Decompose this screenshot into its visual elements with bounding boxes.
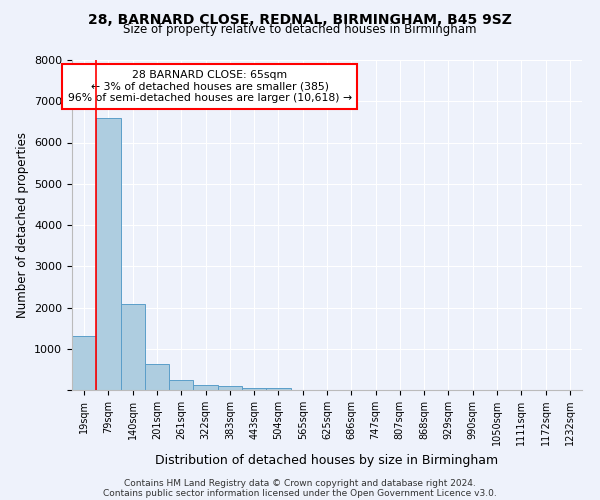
Bar [72, 336, 96, 390]
Bar [96, 118, 121, 390]
Text: Contains public sector information licensed under the Open Government Licence v3: Contains public sector information licen… [103, 488, 497, 498]
Bar [193, 384, 218, 390]
Bar [121, 304, 145, 390]
Bar [145, 364, 169, 390]
Bar [266, 388, 290, 390]
Text: 28 BARNARD CLOSE: 65sqm
← 3% of detached houses are smaller (385)
96% of semi-de: 28 BARNARD CLOSE: 65sqm ← 3% of detached… [68, 70, 352, 103]
Text: Size of property relative to detached houses in Birmingham: Size of property relative to detached ho… [123, 22, 477, 36]
X-axis label: Distribution of detached houses by size in Birmingham: Distribution of detached houses by size … [155, 454, 499, 466]
Bar [218, 386, 242, 390]
Text: Contains HM Land Registry data © Crown copyright and database right 2024.: Contains HM Land Registry data © Crown c… [124, 478, 476, 488]
Y-axis label: Number of detached properties: Number of detached properties [16, 132, 29, 318]
Bar [242, 388, 266, 390]
Text: 28, BARNARD CLOSE, REDNAL, BIRMINGHAM, B45 9SZ: 28, BARNARD CLOSE, REDNAL, BIRMINGHAM, B… [88, 12, 512, 26]
Bar [169, 380, 193, 390]
